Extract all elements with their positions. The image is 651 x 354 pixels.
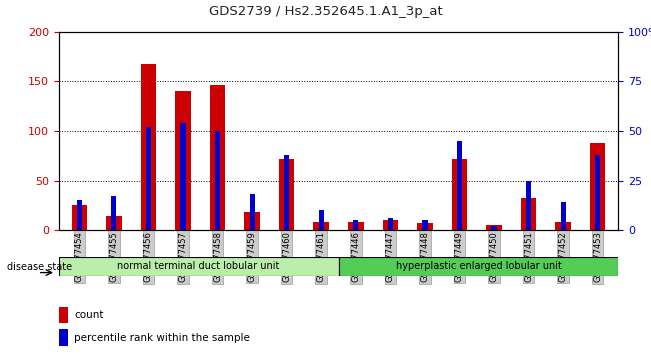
- Text: GDS2739 / Hs2.352645.1.A1_3p_at: GDS2739 / Hs2.352645.1.A1_3p_at: [208, 5, 443, 18]
- Bar: [111, 196, 117, 230]
- Bar: [353, 220, 359, 230]
- Bar: [348, 222, 363, 230]
- Bar: [555, 222, 571, 230]
- Text: percentile rank within the sample: percentile rank within the sample: [74, 332, 250, 343]
- Bar: [284, 155, 289, 230]
- Bar: [59, 329, 68, 346]
- Bar: [388, 218, 393, 230]
- Bar: [383, 220, 398, 230]
- Bar: [339, 257, 618, 276]
- Bar: [249, 194, 255, 230]
- Bar: [59, 257, 339, 276]
- Text: normal terminal duct lobular unit: normal terminal duct lobular unit: [117, 261, 280, 272]
- Bar: [146, 127, 151, 230]
- Bar: [106, 216, 122, 230]
- Bar: [318, 210, 324, 230]
- Text: hyperplastic enlarged lobular unit: hyperplastic enlarged lobular unit: [396, 261, 561, 272]
- Bar: [457, 141, 462, 230]
- Text: disease state: disease state: [7, 262, 72, 272]
- Bar: [526, 181, 531, 230]
- Bar: [314, 222, 329, 230]
- Bar: [59, 307, 68, 323]
- Bar: [492, 226, 497, 230]
- Bar: [486, 225, 502, 230]
- Bar: [561, 202, 566, 230]
- Text: count: count: [74, 310, 104, 320]
- Bar: [215, 131, 220, 230]
- Bar: [590, 143, 605, 230]
- Bar: [72, 205, 87, 230]
- Bar: [141, 64, 156, 230]
- Bar: [595, 155, 600, 230]
- Bar: [244, 212, 260, 230]
- Bar: [521, 198, 536, 230]
- Bar: [279, 159, 294, 230]
- Bar: [77, 200, 82, 230]
- Bar: [175, 91, 191, 230]
- Bar: [422, 220, 428, 230]
- Bar: [210, 85, 225, 230]
- Bar: [180, 123, 186, 230]
- Bar: [417, 223, 433, 230]
- Bar: [452, 159, 467, 230]
